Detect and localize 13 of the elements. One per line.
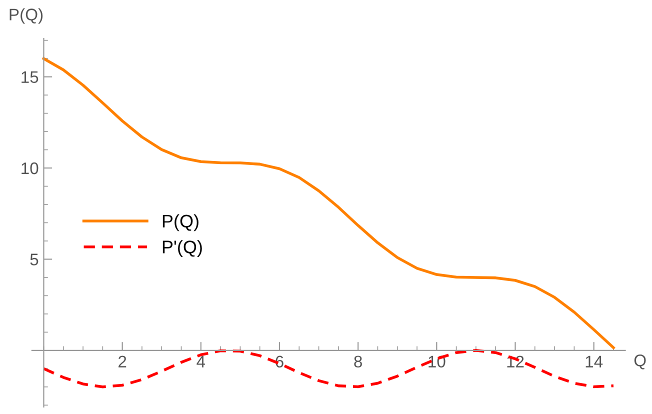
x-tick-label: 8 bbox=[354, 356, 362, 368]
x-tick-label: 2 bbox=[118, 356, 126, 368]
x-axis-title: Q bbox=[634, 354, 646, 370]
legend-label: P(Q) bbox=[162, 214, 198, 232]
x-tick-label: 4 bbox=[196, 356, 206, 368]
y-tick-label: 15 bbox=[22, 71, 38, 84]
x-tick-label: 14 bbox=[586, 356, 603, 368]
y-tick-label: 5 bbox=[30, 254, 38, 266]
legend-label: P'(Q) bbox=[162, 240, 202, 257]
y-tick-label: 10 bbox=[22, 162, 38, 174]
line-series bbox=[42, 349, 615, 388]
y-axis-title: P(Q) bbox=[10, 8, 43, 24]
line-series bbox=[42, 57, 615, 350]
